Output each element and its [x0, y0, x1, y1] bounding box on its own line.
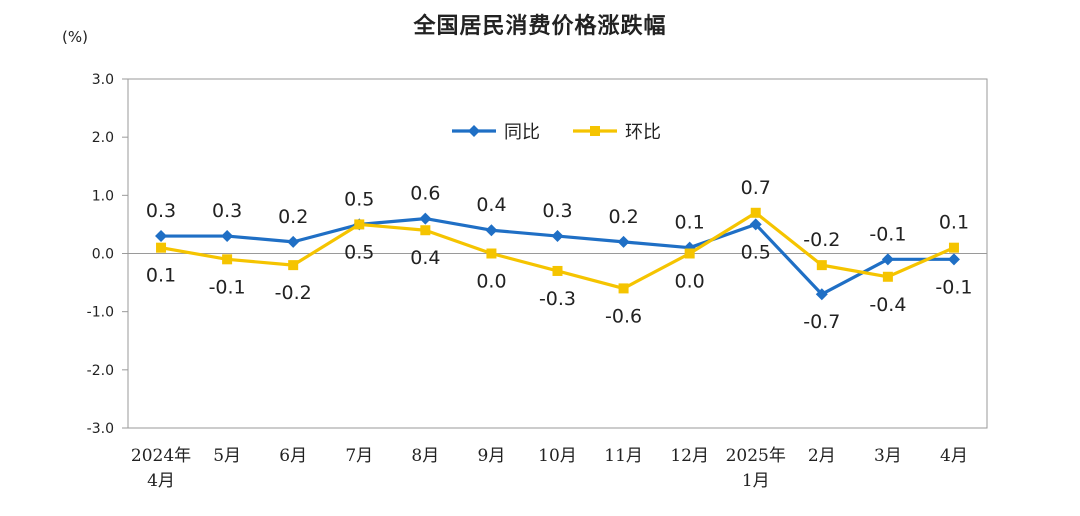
- data-label-yoy: 0.3: [542, 200, 572, 222]
- x-tick-label: 9月: [478, 446, 506, 466]
- data-point-mom: [288, 260, 299, 271]
- x-tick-label: 2024年: [131, 446, 191, 466]
- data-label-yoy: 0.5: [344, 188, 374, 210]
- data-label-mom: -0.4: [869, 294, 906, 316]
- y-tick-label: -1.0: [87, 305, 114, 321]
- data-point-yoy: [419, 212, 432, 225]
- data-point-mom: [816, 260, 827, 271]
- x-tick-label: 1月: [742, 471, 770, 491]
- data-point-yoy: [155, 230, 168, 243]
- x-tick-label: 11月: [604, 446, 643, 466]
- data-label-yoy: -0.1: [869, 223, 906, 245]
- data-point-yoy: [287, 235, 300, 248]
- data-point-mom: [486, 248, 497, 259]
- x-tick-label: 8月: [411, 446, 439, 466]
- y-axis-unit: (%): [62, 28, 88, 46]
- data-point-mom: [948, 242, 959, 253]
- data-label-mom: 0.5: [344, 241, 374, 263]
- data-point-yoy: [815, 288, 828, 301]
- legend-marker: [590, 126, 600, 136]
- data-label-yoy: 0.2: [608, 206, 638, 228]
- x-tick-label: 7月: [345, 446, 373, 466]
- data-point-yoy: [485, 224, 498, 237]
- data-point-mom: [222, 254, 233, 265]
- data-label-yoy: 0.3: [212, 200, 242, 222]
- y-tick-label: -3.0: [87, 421, 114, 437]
- x-tick-label: 2025年: [726, 446, 786, 466]
- data-point-mom: [552, 265, 563, 276]
- data-point-yoy: [551, 230, 564, 243]
- data-label-yoy: 0.4: [476, 194, 506, 216]
- chart-title: 全国居民消费价格涨跌幅: [413, 14, 667, 39]
- y-tick-label: 3.0: [92, 72, 114, 88]
- data-label-yoy: 0.3: [146, 200, 176, 222]
- data-point-yoy: [617, 235, 630, 248]
- data-label-mom: 0.7: [741, 177, 771, 199]
- data-point-mom: [420, 225, 431, 236]
- data-point-mom: [354, 219, 365, 230]
- x-tick-label: 6月: [279, 446, 307, 466]
- data-label-mom: 0.1: [146, 265, 176, 287]
- data-label-yoy: 0.2: [278, 206, 308, 228]
- legend-label-yoy: 同比: [504, 122, 540, 143]
- y-tick-label: 1.0: [92, 188, 114, 204]
- data-label-yoy: -0.7: [803, 311, 840, 333]
- data-point-mom: [618, 283, 629, 294]
- data-label-yoy: 0.6: [410, 183, 440, 205]
- data-label-mom: -0.3: [539, 288, 576, 310]
- x-tick-label: 2月: [808, 446, 836, 466]
- data-point-yoy: [947, 253, 960, 266]
- data-point-yoy: [881, 253, 894, 266]
- x-tick-label: 5月: [213, 446, 241, 466]
- data-label-mom: 0.1: [939, 212, 969, 234]
- y-tick-label: 0.0: [92, 247, 114, 263]
- data-label-mom: 0.0: [476, 271, 506, 293]
- data-label-mom: -0.6: [605, 305, 642, 327]
- data-point-yoy: [749, 218, 762, 231]
- data-label-mom: -0.2: [803, 229, 840, 251]
- data-point-mom: [156, 242, 167, 253]
- x-tick-label: 10月: [538, 446, 577, 466]
- data-label-mom: -0.1: [209, 276, 246, 298]
- legend-marker: [468, 125, 480, 137]
- data-label-yoy: 0.5: [741, 241, 771, 263]
- legend-label-mom: 环比: [625, 122, 661, 143]
- x-tick-label: 3月: [874, 446, 902, 466]
- data-point-mom: [750, 207, 761, 218]
- x-tick-label: 12月: [670, 446, 709, 466]
- data-label-yoy: 0.1: [675, 212, 705, 234]
- data-label-yoy: -0.1: [935, 276, 972, 298]
- data-label-mom: -0.2: [275, 282, 312, 304]
- data-point-mom: [882, 271, 893, 282]
- x-tick-label: 4月: [147, 471, 175, 491]
- y-tick-label: -2.0: [87, 363, 114, 379]
- data-point-mom: [684, 248, 695, 259]
- x-tick-label: 4月: [940, 446, 968, 466]
- y-tick-label: 2.0: [92, 130, 114, 146]
- data-label-mom: 0.0: [675, 271, 705, 293]
- data-point-yoy: [221, 230, 234, 243]
- data-label-mom: 0.4: [410, 247, 440, 269]
